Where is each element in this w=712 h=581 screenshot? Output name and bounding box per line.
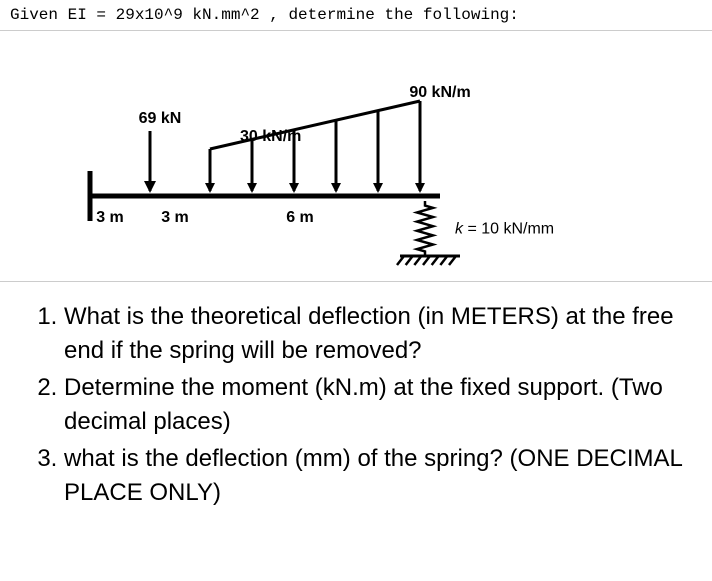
svg-text:k = 10 kN/mm: k = 10 kN/mm bbox=[455, 221, 554, 238]
svg-text:6 m: 6 m bbox=[286, 209, 314, 226]
problem-header: Given EI = 29x10^9 kN.mm^2 , determine t… bbox=[0, 0, 712, 31]
beam-diagram: 3 m 3 m 6 m 69 kN 30 kN/m 90 kN/m k = 10 kN/mm bbox=[20, 41, 580, 281]
diagram-container: 3 m 3 m 6 m 69 kN 30 kN/m 90 kN/m k = 10 kN/mm bbox=[0, 31, 712, 282]
questions-block: What is the theoretical deflection (in M… bbox=[0, 282, 712, 510]
svg-text:30 kN/m: 30 kN/m bbox=[240, 128, 301, 145]
question-3: what is the deflection (mm) of the sprin… bbox=[64, 442, 692, 509]
question-1: What is the theoretical deflection (in M… bbox=[64, 300, 692, 367]
question-2: Determine the moment (kN.m) at the fixed… bbox=[64, 371, 692, 438]
svg-text:3 m: 3 m bbox=[96, 209, 124, 226]
svg-text:69 kN: 69 kN bbox=[139, 110, 182, 127]
svg-text:3 m: 3 m bbox=[161, 209, 189, 226]
questions-list: What is the theoretical deflection (in M… bbox=[20, 300, 692, 510]
svg-text:90 kN/m: 90 kN/m bbox=[409, 84, 470, 101]
